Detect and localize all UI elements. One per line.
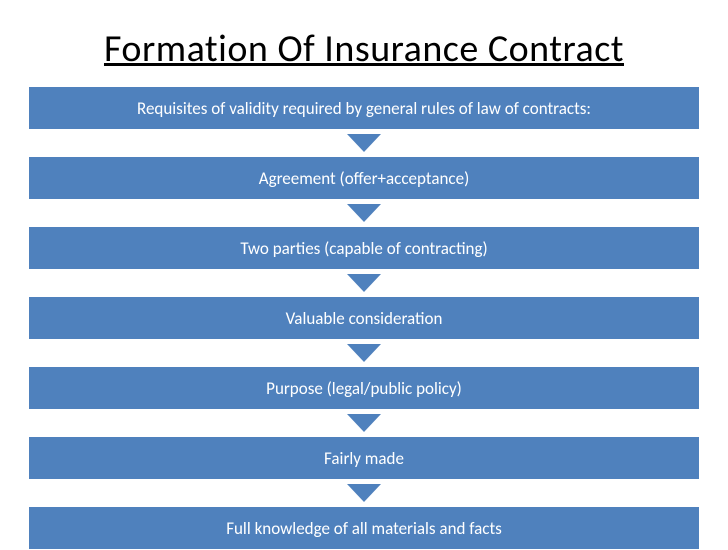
- chevron-down-icon: [347, 134, 381, 152]
- flow-step-label: Purpose (legal/public policy): [266, 378, 462, 399]
- flow-arrow: [28, 484, 700, 502]
- flow-step: Full knowledge of all materials and fact…: [28, 506, 700, 550]
- flow-arrow: [28, 344, 700, 362]
- chevron-down-icon: [347, 414, 381, 432]
- flow-step-label: Fairly made: [324, 448, 404, 469]
- flow-step-label: Agreement (offer+acceptance): [259, 168, 469, 189]
- slide-title: Formation Of Insurance Contract: [28, 26, 700, 72]
- flow-step: Agreement (offer+acceptance): [28, 156, 700, 200]
- flow-arrow: [28, 414, 700, 432]
- chevron-down-icon: [347, 484, 381, 502]
- flow-step-label: Two parties (capable of contracting): [240, 238, 487, 259]
- flow-arrow: [28, 274, 700, 292]
- chevron-down-icon: [347, 204, 381, 222]
- flow-diagram: Requisites of validity required by gener…: [28, 86, 700, 550]
- slide: Formation Of Insurance Contract Requisit…: [0, 0, 728, 546]
- flow-step: Requisites of validity required by gener…: [28, 86, 700, 130]
- flow-arrow: [28, 134, 700, 152]
- flow-step: Purpose (legal/public policy): [28, 366, 700, 410]
- chevron-down-icon: [347, 344, 381, 362]
- chevron-down-icon: [347, 274, 381, 292]
- flow-step: Valuable consideration: [28, 296, 700, 340]
- flow-step-label: Full knowledge of all materials and fact…: [226, 518, 502, 539]
- flow-step-label: Valuable consideration: [286, 308, 443, 329]
- flow-step: Two parties (capable of contracting): [28, 226, 700, 270]
- flow-arrow: [28, 204, 700, 222]
- flow-step-label: Requisites of validity required by gener…: [137, 98, 591, 119]
- flow-step: Fairly made: [28, 436, 700, 480]
